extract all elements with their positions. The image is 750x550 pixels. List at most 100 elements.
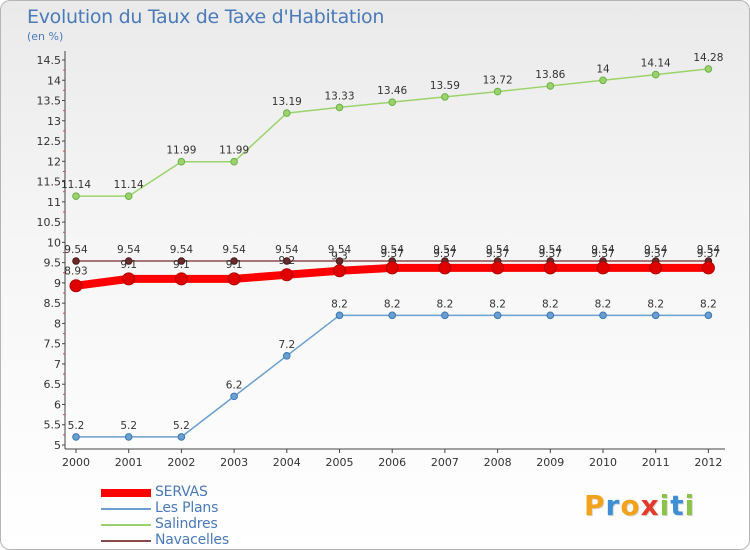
point-les-plans — [72, 433, 80, 441]
data-label-les-plans: 6.2 — [226, 379, 243, 391]
data-label-navacelles: 9.54 — [117, 244, 141, 256]
data-label-navacelles: 9.54 — [433, 244, 457, 256]
data-label-salindres: 14.28 — [693, 52, 723, 64]
point-les-plans — [388, 311, 397, 320]
logo-letter: i — [659, 489, 671, 522]
y-tick-label: 9 — [54, 277, 61, 290]
x-tick-label: 2005 — [326, 456, 354, 469]
x-tick-label: 2009 — [536, 456, 564, 469]
x-tick-label: 2003 — [220, 456, 248, 469]
y-tick-label: 5.5 — [44, 419, 62, 432]
data-label-servas: 9.37 — [433, 248, 456, 260]
point-salindres — [335, 103, 344, 112]
point-servas — [385, 261, 399, 275]
y-unit-label: (en %) — [27, 30, 64, 43]
point-les-plans — [335, 311, 344, 320]
data-label-servas: 9.2 — [278, 255, 295, 267]
data-label-les-plans: 8.2 — [700, 298, 717, 310]
data-label-les-plans: 8.2 — [489, 298, 506, 310]
axes: 5 5.5 6 6.5 7 7.5 8 8.5 9 9.5 10 10.5 11 11.5 12 12.5 13… — [37, 51, 725, 469]
data-label-navacelles: 9.54 — [275, 244, 299, 256]
data-label-salindres: 13.86 — [535, 69, 565, 81]
data-label-navacelles: 9.54 — [64, 244, 88, 256]
point-les-plans — [704, 311, 713, 320]
y-tick-label: 6.5 — [44, 378, 62, 391]
y-tick-label: 13 — [47, 115, 61, 128]
point-les-plans — [124, 433, 133, 441]
point-servas — [280, 268, 294, 282]
data-label-salindres: 13.59 — [430, 80, 460, 92]
data-label-servas: 9.1 — [226, 259, 243, 271]
point-servas — [701, 261, 715, 275]
point-servas — [596, 261, 610, 275]
point-salindres — [599, 76, 607, 85]
data-label-salindres: 14.14 — [641, 58, 671, 70]
logo-letter: x — [640, 489, 660, 522]
data-label-salindres: 11.99 — [166, 145, 196, 157]
chart-title: Evolution du Taux de Taxe d'Habitation — [27, 6, 385, 28]
logo-letter: i — [684, 489, 696, 522]
data-label-les-plans: 5.2 — [68, 420, 85, 432]
data-label-les-plans: 8.2 — [384, 298, 401, 310]
data-label-navacelles: 9.54 — [486, 244, 510, 256]
point-navacelles — [283, 257, 291, 265]
data-label-salindres: 13.46 — [377, 85, 407, 97]
data-label-servas: 9.37 — [591, 248, 614, 260]
data-label-servas: 8.93 — [64, 266, 87, 278]
x-tick-label: 2008 — [484, 456, 512, 469]
proxiti-logo[interactable]: Proxiti — [584, 489, 695, 522]
point-les-plans — [283, 352, 291, 360]
data-label-les-plans: 8.2 — [331, 298, 348, 310]
y-tick-label: 10.5 — [37, 216, 62, 229]
point-navacelles — [177, 257, 186, 265]
point-servas — [227, 272, 241, 286]
logo-letter: r — [605, 489, 621, 522]
point-les-plans — [546, 311, 555, 320]
data-label-les-plans: 8.2 — [542, 298, 559, 310]
point-salindres — [493, 87, 502, 96]
legend-label-servas: SERVAS — [155, 484, 208, 500]
point-servas — [69, 279, 83, 293]
x-tick-label: 2007 — [431, 456, 459, 469]
point-servas — [649, 261, 663, 275]
x-tick-label: 2004 — [273, 456, 301, 469]
legend-label-salindres: Salindres — [155, 516, 218, 532]
y-tick-label: 14.5 — [37, 54, 62, 67]
data-labels: 5.2 5.2 5.2 6.2 7.2 8.2 8.2 8.2 8.2 8.2 8.2 8.2 8.2 1… — [61, 52, 723, 432]
point-navacelles — [124, 257, 133, 265]
point-salindres — [230, 157, 238, 166]
series-line-les-plans — [75, 314, 710, 438]
y-tick-label: 5 — [54, 439, 61, 452]
data-label-navacelles: 9.54 — [328, 244, 352, 256]
data-label-servas: 9.37 — [539, 248, 562, 260]
point-salindres — [651, 70, 660, 79]
legend-label-les-plans: Les Plans — [155, 500, 219, 516]
data-label-navacelles: 9.54 — [222, 244, 246, 256]
data-label-salindres: 13.19 — [272, 96, 302, 108]
point-salindres — [177, 157, 186, 166]
x-tick-label: 2000 — [62, 456, 90, 469]
data-label-servas: 9.37 — [486, 248, 509, 260]
logo-letter: t — [670, 489, 685, 522]
y-tick-label: 6 — [54, 398, 61, 411]
logo-letter: o — [620, 489, 641, 522]
data-label-servas: 9.3 — [331, 251, 348, 263]
data-label-les-plans: 5.2 — [120, 420, 137, 432]
legend-swatch-les-plans — [101, 508, 151, 510]
y-tick-label: 12 — [47, 155, 61, 168]
point-servas — [438, 261, 452, 275]
y-tick-label: 13.5 — [37, 95, 62, 108]
y-tick-label: 11.5 — [37, 176, 62, 189]
point-servas — [333, 264, 346, 278]
x-tick-label: 2002 — [167, 456, 195, 469]
x-tick-label: 2001 — [115, 456, 143, 469]
legend-swatch-navacelles — [101, 540, 151, 542]
data-label-les-plans: 8.2 — [647, 298, 664, 310]
data-label-servas: 9.37 — [644, 248, 667, 260]
data-label-salindres: 11.14 — [61, 179, 91, 191]
data-label-navacelles: 9.54 — [170, 244, 194, 256]
data-label-navacelles: 9.54 — [697, 244, 721, 256]
point-les-plans — [599, 311, 607, 320]
point-servas — [122, 272, 136, 286]
